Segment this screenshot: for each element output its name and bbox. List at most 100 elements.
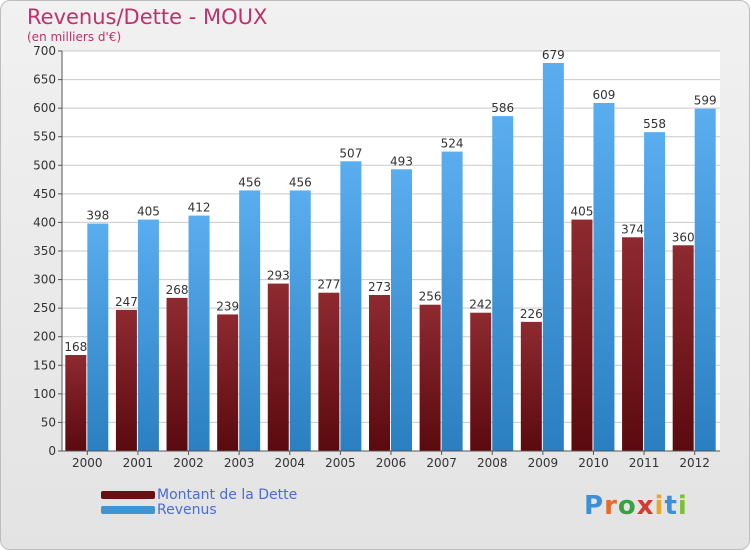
x-tick-label: 2004	[274, 456, 305, 470]
x-tick-label: 2003	[224, 456, 255, 470]
x-tick-label: 2010	[578, 456, 609, 470]
value-label-revenus: 558	[643, 117, 666, 131]
x-tick-label: 2008	[477, 456, 508, 470]
value-label-dette: 273	[368, 280, 391, 294]
logo-letter: P	[584, 491, 605, 521]
legend-item-dette: Montant de la Dette	[101, 487, 297, 503]
value-label-revenus: 586	[491, 101, 514, 115]
y-tick-label: 350	[33, 244, 56, 258]
bar-dette	[672, 245, 694, 451]
bar-revenus	[289, 190, 311, 451]
bar-dette	[520, 321, 542, 451]
x-tick-label: 2011	[629, 456, 660, 470]
value-label-dette: 226	[520, 307, 543, 321]
legend-swatch-revenus	[101, 506, 155, 514]
bar-revenus	[239, 190, 261, 451]
legend-label-revenus: Revenus	[157, 502, 217, 518]
value-label-dette: 247	[115, 295, 138, 309]
value-label-dette: 293	[267, 269, 290, 283]
y-tick-label: 300	[33, 273, 56, 287]
x-tick-label: 2002	[173, 456, 204, 470]
bar-revenus	[188, 215, 210, 451]
bar-revenus	[391, 169, 412, 452]
bar-revenus	[87, 223, 109, 451]
logo-letter: i	[654, 491, 665, 521]
bar-dette	[217, 314, 239, 451]
bar-dette	[571, 219, 593, 451]
bar-dette	[419, 304, 441, 451]
bar-revenus	[542, 63, 564, 451]
legend-item-revenus: Revenus	[101, 502, 217, 518]
bar-revenus	[644, 132, 666, 451]
y-tick-label: 550	[33, 130, 56, 144]
bar-dette	[267, 283, 289, 451]
x-tick-label: 2009	[528, 456, 559, 470]
x-tick-label: 2000	[72, 456, 103, 470]
value-labels: 168 398 247 405 268 412 239 456 293 456 277 507 273 4…	[64, 48, 716, 354]
value-label-revenus: 609	[593, 88, 616, 102]
logo-letter: i	[677, 491, 688, 521]
proxiti-logo: Proxiti	[584, 491, 688, 521]
value-label-dette: 239	[216, 299, 239, 313]
logo-letter: x	[636, 491, 655, 521]
logo-letter: o	[617, 491, 637, 521]
bar-dette	[318, 292, 340, 451]
x-tick-label: 2006	[376, 456, 407, 470]
bar-dette	[115, 309, 137, 451]
value-label-revenus: 524	[441, 137, 464, 151]
logo-letter: r	[604, 491, 618, 521]
legend-label-dette: Montant de la Dette	[157, 487, 298, 503]
y-tick-label: 0	[48, 444, 56, 458]
y-tick-label: 400	[33, 215, 56, 229]
y-tick-label: 50	[41, 415, 56, 429]
y-tick-label: 700	[33, 44, 56, 58]
bar-dette	[622, 237, 644, 451]
value-label-revenus: 412	[188, 201, 211, 215]
bars	[65, 63, 716, 452]
y-tick-label: 250	[33, 301, 56, 315]
y-tick-label: 200	[33, 330, 56, 344]
x-tick-label: 2012	[679, 456, 710, 470]
bar-revenus	[441, 151, 463, 452]
value-label-revenus: 493	[390, 154, 413, 168]
y-tick-label: 450	[33, 187, 56, 201]
value-label-revenus: 507	[339, 146, 362, 160]
value-label-dette: 360	[672, 230, 695, 244]
value-label-revenus: 679	[542, 48, 565, 62]
value-label-revenus: 405	[137, 205, 160, 219]
bar-dette	[166, 297, 188, 451]
y-tick-label: 650	[33, 73, 56, 87]
value-label-dette: 242	[469, 298, 492, 312]
value-label-revenus: 599	[694, 94, 717, 108]
bar-revenus	[593, 103, 615, 451]
bar-revenus	[492, 116, 514, 452]
chart-subtitle: (en milliers d'€)	[27, 30, 122, 44]
value-label-dette: 256	[419, 290, 442, 304]
bar-dette	[369, 295, 390, 451]
value-label-dette: 168	[64, 340, 87, 354]
value-label-dette: 405	[571, 205, 594, 219]
y-axis: 0 50 100 150 200 250 300 350 400 450 500 550 600 650 7…	[33, 44, 63, 458]
bar-revenus	[694, 108, 716, 451]
value-label-dette: 374	[621, 222, 644, 236]
y-tick-label: 150	[33, 358, 56, 372]
chart-title: Revenus/Dette - MOUX	[27, 5, 268, 29]
logo-letter: t	[664, 491, 678, 521]
bar-revenus	[137, 219, 159, 451]
x-axis: 2000 2001 2002 2003 2004 2005 2006 2007 2008 2009…	[62, 450, 720, 470]
y-tick-label: 600	[33, 101, 56, 115]
value-label-revenus: 398	[86, 209, 109, 223]
value-label-revenus: 456	[289, 175, 312, 189]
bar-dette	[65, 355, 87, 451]
legend-swatch-dette	[101, 491, 155, 499]
bar-revenus	[340, 161, 362, 452]
bar-dette	[470, 312, 492, 451]
y-tick-label: 500	[33, 158, 56, 172]
x-tick-label: 2001	[123, 456, 154, 470]
value-label-revenus: 456	[238, 175, 261, 189]
value-label-dette: 277	[317, 278, 340, 292]
value-label-dette: 268	[166, 283, 189, 297]
x-tick-label: 2007	[426, 456, 457, 470]
